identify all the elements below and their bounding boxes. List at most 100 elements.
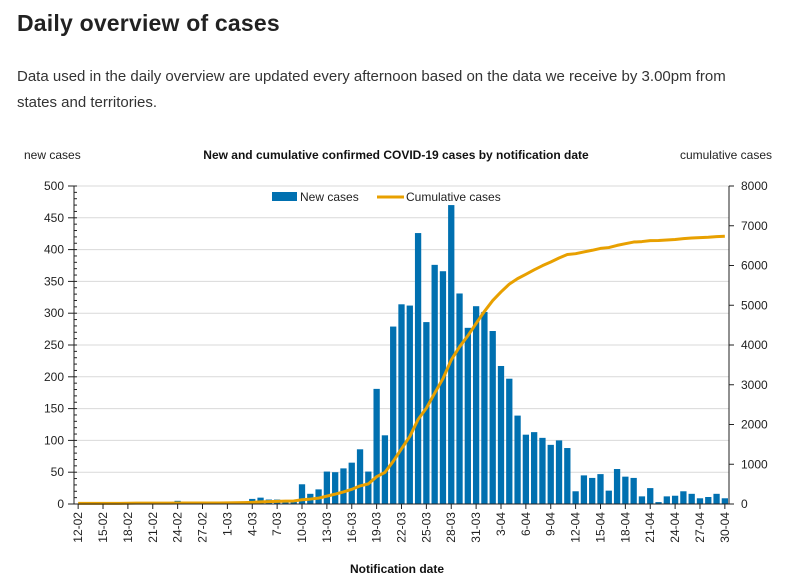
x-tick-label: 16-03: [345, 512, 359, 543]
bar-new-cases: [514, 415, 521, 504]
x-tick-label: 12-04: [569, 512, 583, 543]
bar-new-cases: [713, 493, 720, 504]
x-tick-label: 10-03: [295, 512, 309, 543]
bar-new-cases: [605, 490, 612, 504]
right-tick-label: 1000: [741, 457, 768, 471]
bar-new-cases: [671, 495, 679, 504]
right-tick-label: 5000: [741, 298, 768, 312]
left-tick-label: 200: [44, 370, 64, 384]
bar-new-cases: [539, 437, 546, 504]
x-tick-label: 19-03: [370, 512, 384, 543]
left-tick-label: 50: [51, 465, 65, 479]
bar-new-cases: [663, 496, 670, 504]
chart-title: New and cumulative confirmed COVID-19 ca…: [203, 148, 589, 162]
bar-new-cases: [298, 484, 306, 504]
bar-new-cases: [340, 468, 347, 504]
bar-new-cases: [431, 264, 438, 504]
bar-new-cases: [406, 305, 413, 504]
covid-cases-chart: new cases New and cumulative confirmed C…: [24, 148, 772, 576]
x-tick-label: 24-04: [668, 512, 682, 543]
axes: 0501001502002503003504004505000100020003…: [44, 179, 768, 543]
bar-new-cases: [356, 449, 364, 504]
bar-new-cases: [439, 271, 447, 504]
right-tick-label: 7000: [741, 219, 768, 233]
x-tick-label: 24-02: [171, 512, 185, 543]
x-tick-label: 28-03: [444, 512, 458, 543]
x-tick-label: 12-02: [71, 512, 85, 543]
bar-new-cases: [448, 205, 455, 504]
left-axis-title: new cases: [24, 148, 81, 162]
bar-new-cases: [638, 496, 646, 504]
x-tick-label: 15-04: [593, 512, 607, 543]
x-tick-label: 27-04: [693, 512, 707, 543]
left-tick-label: 100: [44, 433, 64, 447]
bar-new-cases: [647, 488, 654, 504]
right-tick-label: 0: [741, 497, 748, 511]
x-tick-label: 3-04: [494, 512, 508, 536]
bar-new-cases: [456, 293, 463, 504]
right-tick-label: 4000: [741, 338, 768, 352]
bar-new-cases: [696, 498, 704, 504]
bar-new-cases: [572, 491, 579, 504]
bar-new-cases: [680, 491, 687, 504]
x-tick-label: 31-03: [469, 512, 483, 543]
right-tick-label: 3000: [741, 378, 768, 392]
legend-label-cumulative: Cumulative cases: [406, 190, 501, 204]
x-tick-label: 1-03: [220, 512, 234, 536]
bar-new-cases: [564, 448, 571, 504]
bar-new-cases: [688, 493, 695, 504]
x-tick-label: 6-04: [519, 512, 533, 536]
legend: New cases Cumulative cases: [272, 190, 501, 204]
bar-new-cases: [348, 462, 355, 504]
bar-new-cases: [414, 233, 422, 504]
bar-new-cases: [497, 365, 505, 504]
x-tick-label: 7-03: [270, 512, 284, 536]
x-tick-label: 18-04: [618, 512, 632, 543]
x-tick-label: 21-04: [643, 512, 657, 543]
x-tick-label: 21-02: [146, 512, 160, 543]
left-tick-label: 400: [44, 243, 64, 257]
bar-new-cases: [506, 378, 513, 504]
bar-new-cases: [332, 472, 339, 504]
left-tick-label: 250: [44, 338, 64, 352]
intro-text: Data used in the daily overview are upda…: [17, 68, 726, 111]
x-tick-label: 15-02: [96, 512, 110, 543]
x-tick-label: 18-02: [121, 512, 135, 543]
legend-label-new-cases: New cases: [300, 190, 359, 204]
bar-new-cases: [398, 304, 405, 504]
bar-new-cases: [464, 327, 471, 504]
left-tick-label: 300: [44, 306, 64, 320]
bar-new-cases: [721, 498, 728, 504]
bar-new-cases: [597, 474, 604, 504]
x-tick-label: 30-04: [718, 512, 732, 543]
right-tick-label: 6000: [741, 259, 768, 273]
bar-new-cases: [390, 326, 397, 504]
left-tick-label: 150: [44, 402, 64, 416]
bar-new-cases: [589, 477, 596, 504]
bar-new-cases: [630, 477, 637, 504]
bar-new-cases: [472, 306, 480, 504]
bar-new-cases: [481, 311, 488, 504]
bar-new-cases: [655, 502, 662, 504]
left-tick-label: 350: [44, 274, 64, 288]
bar-new-cases: [373, 388, 380, 504]
bar-new-cases: [489, 331, 496, 504]
x-tick-label: 25-03: [419, 512, 433, 543]
cumulative-line-group: [78, 234, 725, 505]
bar-new-cases: [522, 434, 530, 504]
x-axis-title: Notification date: [350, 562, 444, 576]
bar-new-cases: [580, 475, 588, 504]
x-tick-label: 27-02: [196, 512, 210, 543]
x-tick-label: 13-03: [320, 512, 334, 543]
x-tick-label: 9-04: [544, 512, 558, 536]
bar-new-cases: [381, 435, 389, 504]
x-tick-label: 22-03: [395, 512, 409, 543]
legend-swatch-new-cases: [272, 192, 297, 201]
right-tick-label: 8000: [741, 179, 768, 193]
bar-new-cases: [547, 444, 554, 504]
left-tick-label: 450: [44, 211, 64, 225]
page-title: Daily overview of cases: [17, 10, 280, 36]
x-tick-label: 4-03: [245, 512, 259, 536]
bar-new-cases: [365, 471, 372, 504]
left-tick-label: 0: [57, 497, 64, 511]
